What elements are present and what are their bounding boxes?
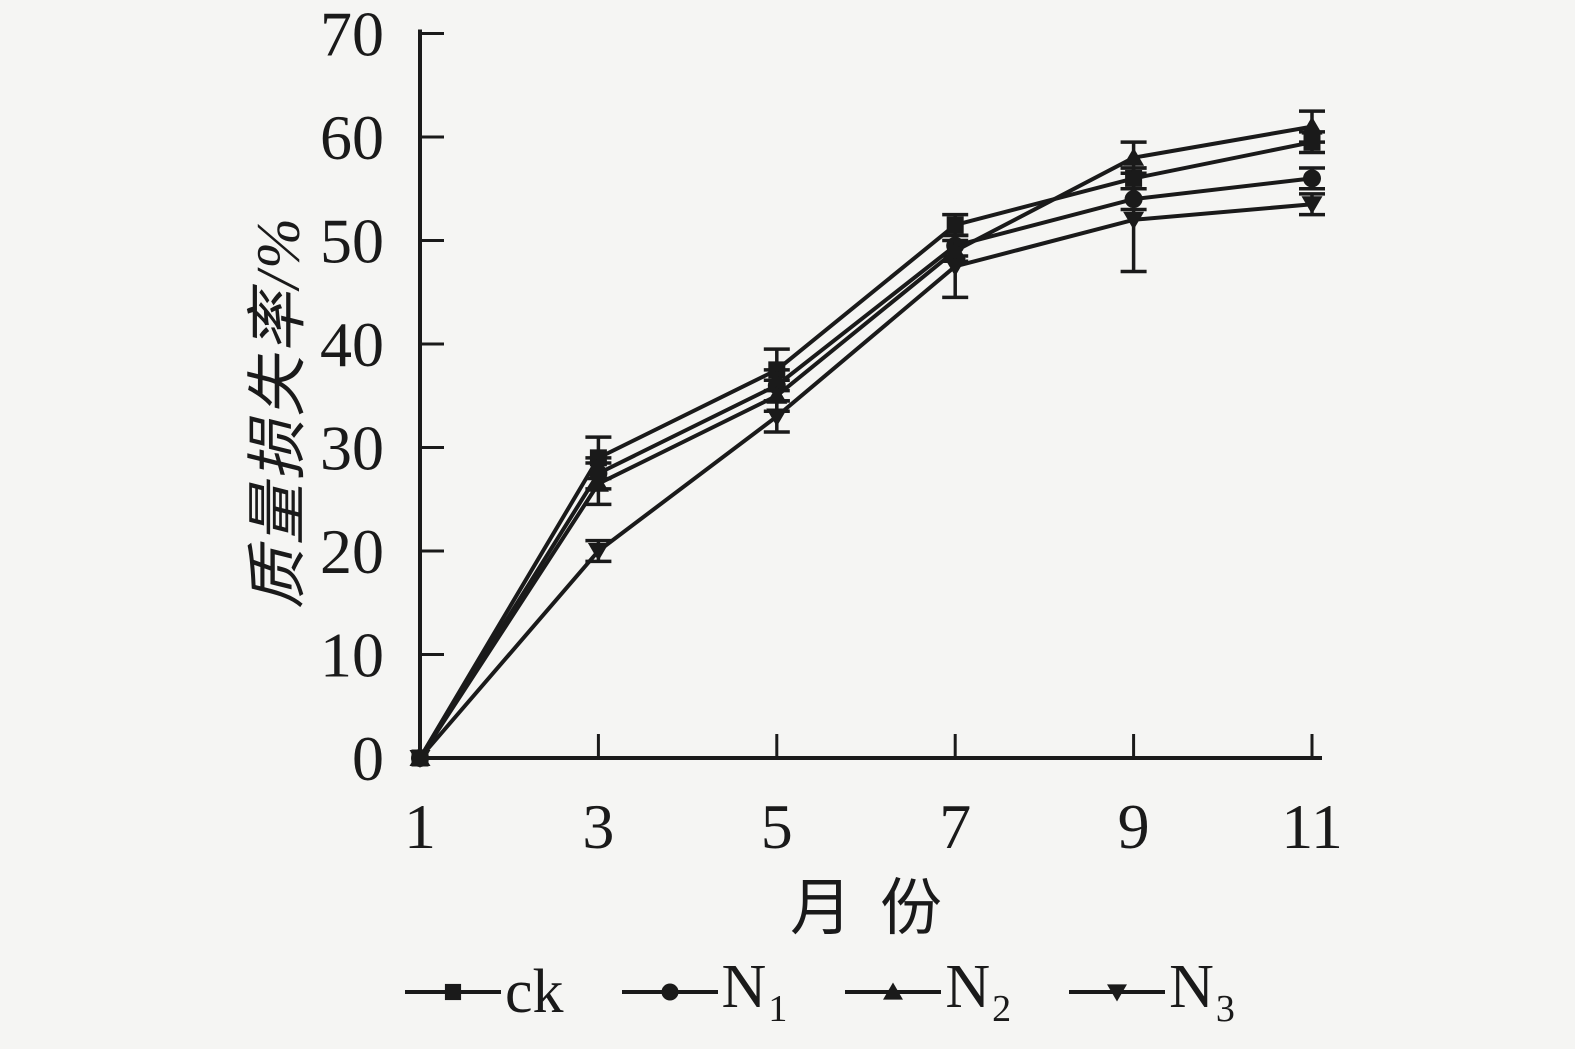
legend-marker-triangle-down-icon <box>1069 984 1166 1002</box>
y-tick-label: 0 <box>352 723 384 794</box>
series-N2 <box>409 109 1325 766</box>
x-tick-label: 11 <box>1281 791 1343 862</box>
x-axis: 1 3 5 7 9 11 <box>404 734 1343 862</box>
legend-label-ck: ck <box>505 958 564 1026</box>
y-tick-label: 50 <box>320 206 384 277</box>
legend-item-N3: N3 <box>1069 953 1235 1030</box>
y-axis-title: 质量损失率/% <box>245 215 313 609</box>
legend-label-N1: N1 <box>721 953 788 1030</box>
legend-label-N2: N2 <box>945 953 1012 1030</box>
legend: ck N1 N2 N3 <box>405 952 1235 1032</box>
y-axis: 0 10 20 30 40 50 60 70 <box>320 0 444 794</box>
x-tick-label: 5 <box>761 791 793 862</box>
series-N1 <box>411 166 1325 767</box>
legend-item-N2: N2 <box>845 953 1012 1030</box>
y-tick-label: 70 <box>320 0 384 70</box>
y-tick-label: 20 <box>320 516 384 587</box>
x-tick-label: 1 <box>404 791 436 862</box>
legend-marker-circle-icon <box>621 983 718 1001</box>
x-axis-title: 月份 <box>789 875 971 943</box>
legend-marker-square-icon <box>405 983 501 1001</box>
y-tick-label: 30 <box>320 413 384 484</box>
legend-label-N3: N3 <box>1169 953 1235 1030</box>
series-N3 <box>409 166 1325 768</box>
x-tick-label: 3 <box>582 791 614 862</box>
y-tick-label: 60 <box>320 102 384 173</box>
x-tick-label: 7 <box>939 791 971 862</box>
x-tick-label: 9 <box>1118 791 1150 862</box>
legend-item-N1: N1 <box>621 953 788 1030</box>
legend-item-ck: ck <box>405 961 564 1023</box>
series-ck <box>411 130 1325 767</box>
axes <box>418 29 1322 760</box>
legend-marker-triangle-up-icon <box>845 982 942 1000</box>
y-tick-label: 40 <box>320 309 384 380</box>
y-tick-label: 10 <box>320 620 384 691</box>
